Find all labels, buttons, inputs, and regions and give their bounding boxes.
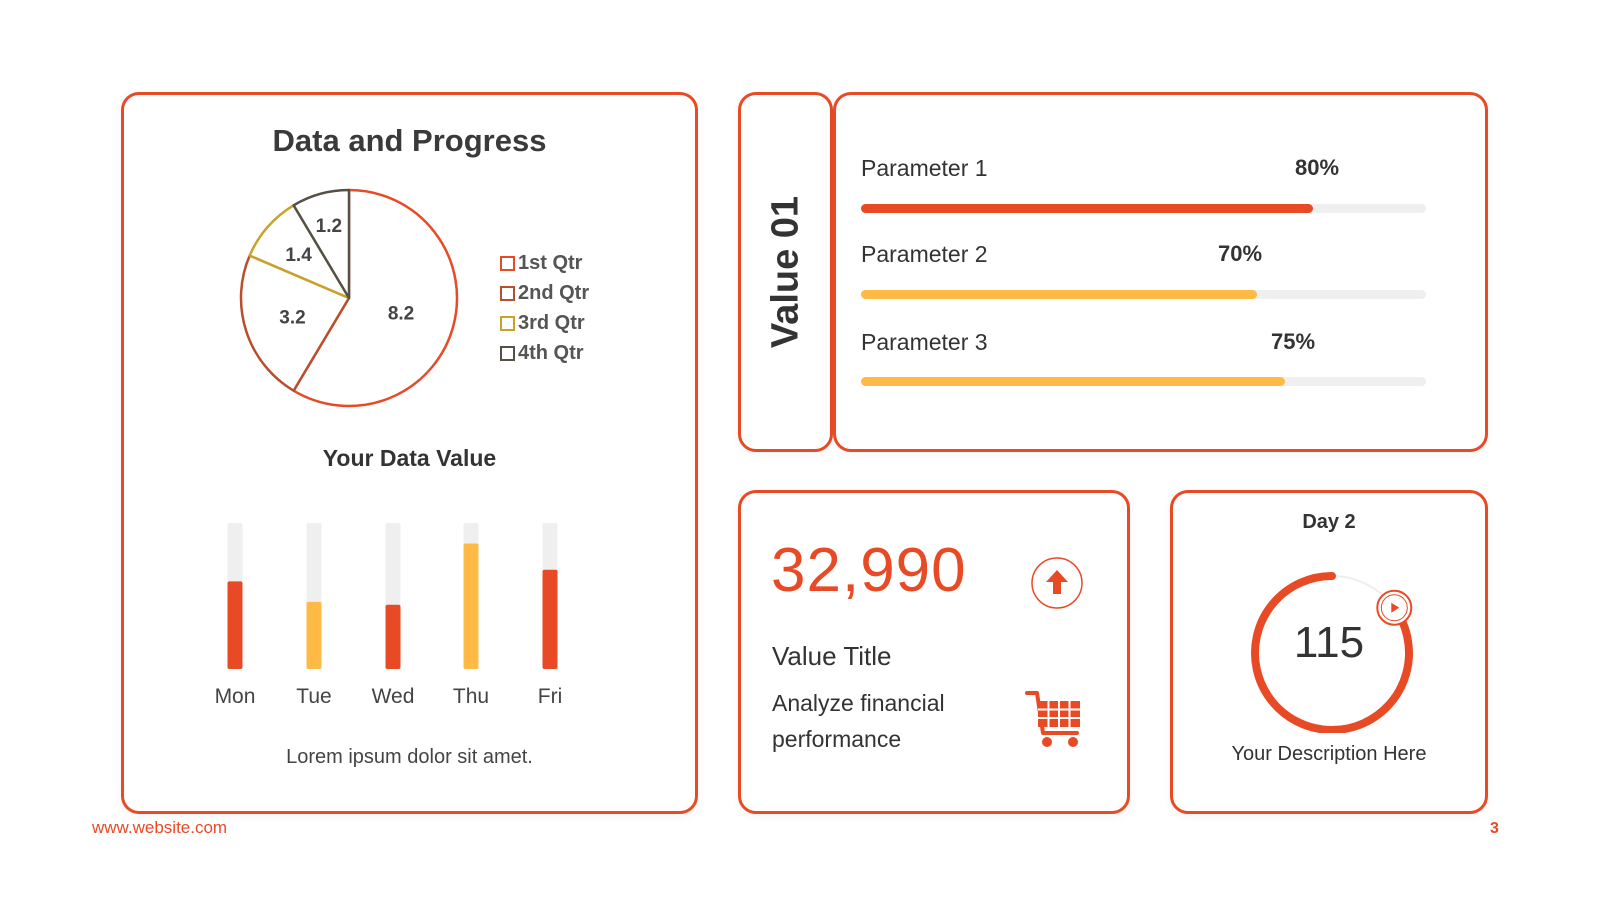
bar-chart [227,523,558,669]
x-tick-label: Wed [371,685,415,708]
parameter-2-label: Parameter 2 [861,241,988,267]
parameter-1-track [861,204,1426,213]
bar-chart-title: Your Data Value [322,445,497,471]
arrow-up-icon [1031,557,1083,609]
kpi-number: 32,990 [771,536,967,605]
bar [542,569,558,669]
legend-label: 1st Qtr [518,251,583,274]
day-value: 115 [1293,618,1365,667]
legend-swatch [500,345,515,361]
pie-data-label: 1.2 [316,216,342,237]
parameter-1-fill [861,204,1313,213]
parameter-1-percent: 80% [1294,155,1340,180]
day-description: Your Description Here [1231,743,1427,765]
x-tick-label: Mon [214,685,256,708]
legend-item-q4: 4th Qtr [500,338,589,368]
pie-data-label: 3.2 [279,307,305,328]
pie-data-label: 8.2 [388,303,414,324]
ring-progress [1251,572,1413,733]
website-link[interactable]: www.website.com [92,818,228,837]
bar [227,581,243,669]
kpi-description: Analyze financial performance [772,690,945,752]
legend-item-q1: 1st Qtr [500,248,589,278]
parameter-3-fill [861,377,1285,386]
footnote: Lorem ipsum dolor sit amet. [286,746,533,768]
kpi-title: Value Title [772,641,892,671]
pie-legend: 1st Qtr 2nd Qtr 3rd Qtr 4th Qtr [500,248,589,368]
parameter-2-percent: 70% [1217,241,1263,266]
data-progress-card: Data and Progress 8.2 3.2 1.4 1.2 1st Qtr 2… [121,92,698,814]
bar [385,604,401,669]
day-progress-card: Day 2 115 Your Description Here [1170,490,1488,814]
parameter-2-track [861,290,1426,299]
value-label: Value 01 [764,195,806,349]
parameters-card: Parameter 1 80% Parameter 2 70% Paramete… [833,92,1488,452]
pie-data-label: 1.4 [285,245,312,266]
pie-slice [239,254,351,392]
pie-slice [292,188,351,300]
pie-chart: 8.2 3.2 1.41.2 [239,188,459,408]
x-tick-label: Tue [296,685,332,708]
parameter-3-percent: 75% [1270,329,1316,354]
day-title: Day 2 [1302,511,1356,533]
legend-label: 3rd Qtr [518,311,585,334]
card-title: Data and Progress [272,123,547,158]
x-tick-label: Thu [452,685,490,708]
legend-item-q3: 3rd Qtr [500,308,589,338]
play-icon [1391,602,1400,613]
parameter-3-track [861,377,1426,386]
page-number: 3 [1490,820,1499,837]
value-label-card: Value 01 [738,92,833,452]
shopping-cart-icon [1025,691,1080,747]
x-tick-label: Fri [537,685,563,708]
legend-label: 4th Qtr [518,341,584,364]
legend-label: 2nd Qtr [518,281,590,304]
pie-slice [292,188,459,408]
progress-ring [1251,572,1413,733]
bar [306,601,322,669]
kpi-card: 32,990 Value Title Analyze financial per… [738,490,1130,814]
parameter-2-fill [861,290,1257,299]
legend-swatch [500,315,515,331]
parameter-3-label: Parameter 3 [861,329,988,355]
bar [463,543,479,669]
legend-swatch [500,285,515,301]
legend-swatch [500,255,515,271]
legend-item-q2: 2nd Qtr [500,278,589,308]
parameter-1-label: Parameter 1 [861,155,988,181]
